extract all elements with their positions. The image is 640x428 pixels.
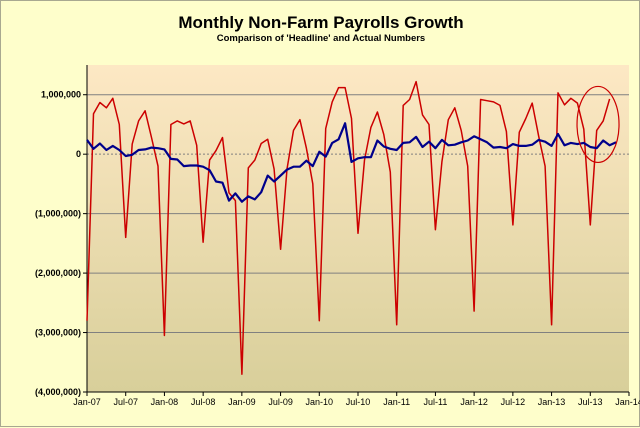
chart-subtitle: Comparison of 'Headline' and Actual Numb… bbox=[216, 33, 426, 44]
y-tick-label-5: (4,000,000) bbox=[35, 387, 81, 397]
x-tick-label-2: Jan-08 bbox=[151, 397, 179, 407]
x-tick-label-7: Jul-10 bbox=[346, 397, 371, 407]
x-tick-label-11: Jul-12 bbox=[501, 397, 526, 407]
x-tick-label-14: Jan-14 bbox=[615, 397, 640, 407]
y-tick-label-4: (3,000,000) bbox=[35, 328, 81, 338]
x-tick-label-5: Jul-09 bbox=[268, 397, 293, 407]
x-tick-label-6: Jan-10 bbox=[306, 397, 334, 407]
series-line-0 bbox=[86, 80, 611, 375]
x-tick-label-4: Jan-09 bbox=[228, 397, 256, 407]
series-group bbox=[86, 80, 617, 375]
y-tick-label-1: 0 bbox=[76, 149, 81, 159]
x-tick-label-1: Jul-07 bbox=[113, 397, 138, 407]
x-tick-label-9: Jul-11 bbox=[423, 397, 447, 407]
x-tick-label-13: Jul-13 bbox=[578, 397, 603, 407]
series-line-1 bbox=[86, 122, 617, 203]
annotations bbox=[576, 85, 620, 164]
y-tick-label-2: (1,000,000) bbox=[35, 209, 81, 219]
x-tick-label-8: Jan-11 bbox=[383, 397, 410, 407]
x-tick-label-3: Jul-08 bbox=[191, 397, 216, 407]
axes: 1,000,000 0 (1,000,000) (2,000,000) (3,000,0… bbox=[35, 65, 640, 407]
x-tick-label-10: Jan-12 bbox=[460, 397, 488, 407]
y-tick-label-3: (2,000,000) bbox=[35, 268, 81, 278]
chart-title: Monthly Non-Farm Payrolls Growth bbox=[178, 13, 464, 32]
y-tick-label-0: 1,000,000 bbox=[41, 90, 81, 100]
highlight-ellipse-0 bbox=[576, 85, 620, 164]
x-tick-label-0: Jan-07 bbox=[73, 397, 101, 407]
x-tick-label-12: Jan-13 bbox=[538, 397, 566, 407]
